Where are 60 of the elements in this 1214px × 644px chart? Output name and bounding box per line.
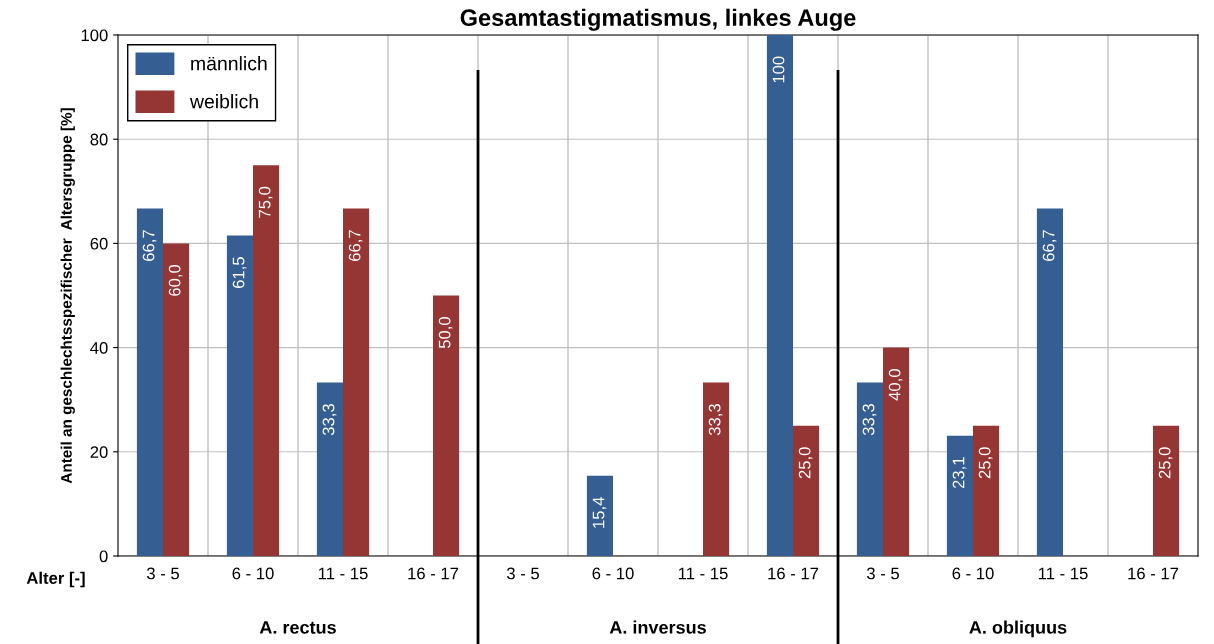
bar xyxy=(316,382,343,556)
y-axis-title: Anteil an geschlechtsspezifischer Altersgruppe [%] xyxy=(60,108,75,484)
bar xyxy=(253,165,280,556)
data-label: 61,5 xyxy=(232,257,247,289)
x-tick-label: 16 - 17 xyxy=(1128,567,1179,580)
bar xyxy=(1153,425,1180,556)
data-label: 66,7 xyxy=(348,230,363,261)
bar xyxy=(136,208,163,556)
data-label: 25,0 xyxy=(978,447,993,479)
data-label: 66,7 xyxy=(1042,230,1057,261)
x-tick-label: 3 - 5 xyxy=(506,567,539,580)
y-tick-label: 60 xyxy=(90,237,108,250)
bar xyxy=(343,208,370,556)
bar xyxy=(1036,208,1063,556)
data-label: 23,1 xyxy=(952,457,967,489)
y-tick-label: 100 xyxy=(81,29,108,42)
x-tick-label: 3 - 5 xyxy=(146,567,179,580)
bar xyxy=(226,235,253,556)
text: A. inversus xyxy=(609,620,706,634)
y-tick-label: 20 xyxy=(90,446,108,458)
bar xyxy=(793,425,820,556)
data-label: 40,0 xyxy=(888,369,903,401)
bar xyxy=(766,35,793,556)
y-tick-label: 40 xyxy=(90,342,108,354)
data-label: 60,0 xyxy=(168,264,183,296)
x-tick-label: 6 - 10 xyxy=(232,567,274,580)
bar xyxy=(586,475,613,556)
legend-label: weiblich xyxy=(189,94,258,109)
data-label: 75,0 xyxy=(258,186,273,218)
bar xyxy=(973,425,1000,556)
x-tick-label: 16 - 17 xyxy=(768,567,819,580)
data-label: 15,4 xyxy=(592,497,607,528)
y-tick-label: 80 xyxy=(90,133,108,146)
data-label: 66,7 xyxy=(142,230,157,261)
bar xyxy=(163,243,190,556)
data-label: 50,0 xyxy=(438,316,453,349)
bar xyxy=(433,295,460,556)
data-label: 33,3 xyxy=(862,404,877,436)
chart-title: Gesamtastigmatismus, linkes Auge xyxy=(460,8,856,31)
data-label: 25,0 xyxy=(798,447,813,479)
x-tick-label: 11 - 15 xyxy=(678,567,728,580)
y-tick-label: 0 xyxy=(99,550,108,563)
bar xyxy=(946,435,973,556)
x-tick-label: 3 - 5 xyxy=(866,567,899,580)
bar xyxy=(883,347,910,556)
text: Alter [-] xyxy=(26,571,85,588)
bar xyxy=(856,382,883,556)
x-tick-label: 6 - 10 xyxy=(952,567,994,580)
x-tick-label: 11 - 15 xyxy=(318,567,368,580)
x-tick-label: 6 - 10 xyxy=(592,567,634,580)
text: A. obliquus xyxy=(969,620,1067,638)
legend-label: männlich xyxy=(191,56,267,71)
data-label: 33,3 xyxy=(322,404,337,436)
x-tick-label: 16 - 17 xyxy=(408,567,459,580)
data-label: 33,3 xyxy=(708,404,723,436)
bar xyxy=(703,382,730,556)
text: A. rectus xyxy=(259,621,336,634)
data-label: 100 xyxy=(772,56,785,83)
x-tick-label: 11 - 15 xyxy=(1038,567,1088,580)
data-label: 25,0 xyxy=(1158,447,1173,479)
